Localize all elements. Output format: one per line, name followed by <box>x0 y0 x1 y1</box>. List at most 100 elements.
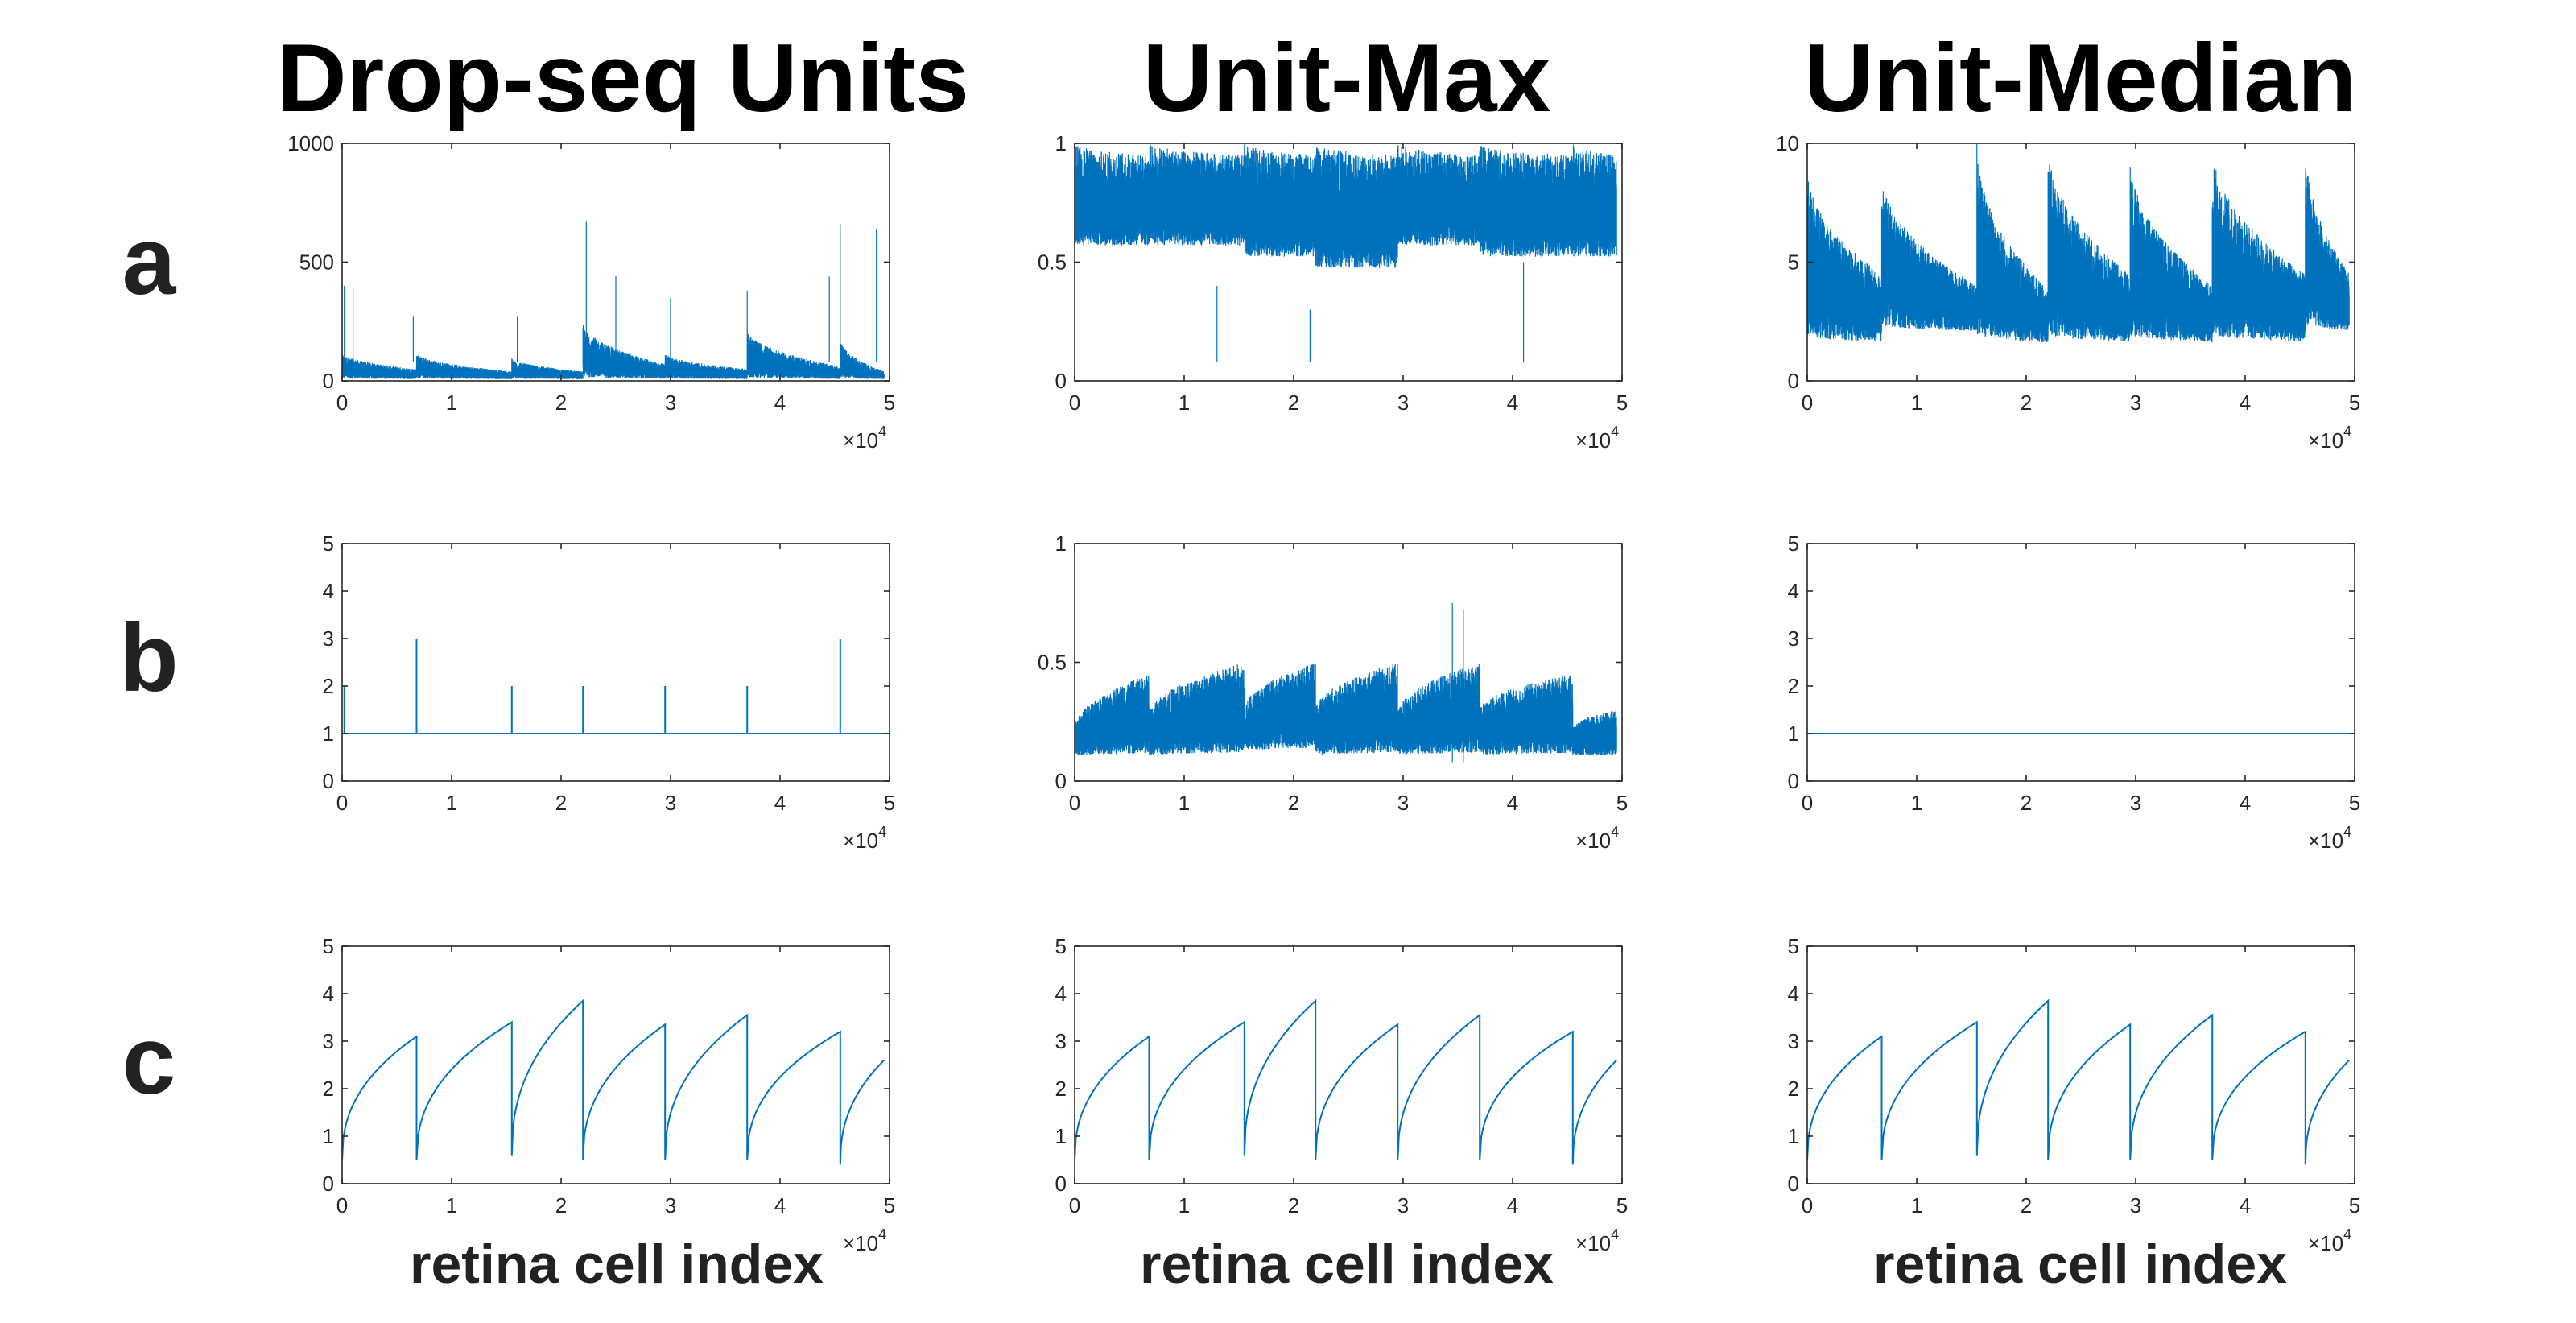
panel-b-unit-median-axes <box>1806 543 2355 782</box>
panel-c-unit-max-ytick-label: 4 <box>1055 982 1067 1006</box>
row-label-c: c <box>122 1007 176 1114</box>
panel-c-drop-seq-units-ytick-label: 3 <box>323 1029 334 1053</box>
panel-c-unit-max-ytick-label: 3 <box>1055 1029 1067 1053</box>
panel-b-unit-max-xtick-label: 4 <box>1507 791 1518 815</box>
panel-c-drop-seq-units-x-multiplier: ×104 <box>843 1226 886 1255</box>
panel-b-unit-median-ytick-label: 4 <box>1788 579 1799 603</box>
x-axis-label-col2: retina cell index <box>1140 1234 1554 1295</box>
panel-c-drop-seq-units-x-multiplier-exponent: 4 <box>878 1226 886 1242</box>
panel-a-drop-seq-units-x-multiplier: ×104 <box>843 424 886 453</box>
panel-a-unit-max-x-multiplier-exponent: 4 <box>1611 424 1619 440</box>
panel-c-unit-max-series <box>1075 998 1617 1165</box>
panel-b-unit-max-x-multiplier: ×104 <box>1575 824 1619 853</box>
panel-c-unit-max: 0 1 2 3 4 5 0 1 2 3 4 5 ×104 <box>1055 934 1629 1255</box>
panel-a-unit-max-ytick-label: 0 <box>1055 369 1067 393</box>
panel-c-drop-seq-units-ytick-label: 2 <box>323 1077 334 1101</box>
panel-b-unit-median-ytick-label: 5 <box>1788 531 1799 556</box>
panel-c-unit-median-axes <box>1806 945 2355 1184</box>
panel-b-unit-median-ytick-label: 1 <box>1788 721 1799 746</box>
panel-c-drop-seq-units-xtick-label: 2 <box>555 1193 567 1218</box>
panel-b-drop-seq-units-ytick-label: 4 <box>323 579 334 603</box>
panel-b-unit-max-xtick-label: 1 <box>1179 791 1190 815</box>
panel-b-unit-median-xtick-label: 1 <box>1911 791 1922 815</box>
panel-a-drop-seq-units-ytick-label: 0 <box>323 369 334 393</box>
panel-c-unit-median-xtick-label: 5 <box>2349 1193 2360 1218</box>
panel-c-drop-seq-units-ytick-label: 1 <box>323 1124 334 1148</box>
panel-b-unit-median-xtick-label: 5 <box>2349 791 2360 815</box>
panel-b-unit-max-xtick-label: 2 <box>1288 791 1299 815</box>
panel-c-unit-median: 0 1 2 3 4 5 0 1 2 3 4 5 ×104 <box>1788 934 2361 1255</box>
column-title-unit-median: Unit-Median <box>1804 24 2357 132</box>
panel-a-unit-max-ytick-label: 0.5 <box>1038 250 1067 275</box>
column-title-drop-seq-units: Drop-seq Units <box>277 24 969 132</box>
panel-c-unit-median-ytick-label: 3 <box>1788 1029 1799 1053</box>
panel-c-unit-median-xtick-label: 4 <box>2240 1193 2251 1218</box>
panel-b-drop-seq-units-xtick-label: 4 <box>774 791 786 815</box>
panel-c-unit-max-ytick-label: 2 <box>1055 1077 1067 1101</box>
x-axis-label-col3: retina cell index <box>1873 1234 2287 1295</box>
panel-c-drop-seq-units-xtick-label: 0 <box>336 1193 348 1218</box>
panel-b-drop-seq-units-xtick-label: 5 <box>884 791 895 815</box>
panel-b-drop-seq-units: 0 1 2 3 4 5 0 1 2 3 4 5 ×104 <box>323 531 896 853</box>
x-axis-label-col1: retina cell index <box>410 1234 824 1295</box>
panel-c-drop-seq-units: 0 1 2 3 4 5 0 1 2 3 4 5 ×104 <box>323 934 896 1255</box>
panel-a-drop-seq-units-ytick-label: 1000 <box>287 131 334 155</box>
panel-a-drop-seq-units-ytick-label: 500 <box>299 250 334 275</box>
panel-a-unit-median: 0 1 2 3 4 5 0 5 10 ×104 <box>1776 131 2360 453</box>
panel-a-drop-seq-units-series <box>342 221 885 379</box>
panel-a-unit-median-x-multiplier: ×104 <box>2308 424 2351 453</box>
panel-b-drop-seq-units-x-multiplier-exponent: 4 <box>878 824 886 840</box>
panel-c-unit-median-xtick-label: 0 <box>1802 1193 1813 1218</box>
panel-c-drop-seq-units-ytick-label: 0 <box>323 1172 334 1196</box>
panel-b-unit-max-x-multiplier-exponent: 4 <box>1611 824 1619 840</box>
panel-a-unit-median-xtick-label: 2 <box>2021 391 2032 415</box>
panel-c-drop-seq-units-xtick-label: 3 <box>665 1193 676 1218</box>
panel-b-unit-max-ytick-label: 0.5 <box>1038 651 1067 675</box>
panel-a-unit-max-xtick-label: 0 <box>1069 391 1080 415</box>
panel-b-drop-seq-units-xtick-label: 1 <box>446 791 457 815</box>
panel-c-unit-max-x-multiplier-exponent: 4 <box>1611 1226 1619 1242</box>
panel-b-unit-max-xtick-label: 3 <box>1397 791 1409 815</box>
panel-a-unit-median-ytick-label: 10 <box>1776 131 1799 155</box>
panel-b-drop-seq-units-ytick-label: 1 <box>323 721 334 746</box>
panel-c-unit-median-ytick-label: 5 <box>1788 934 1799 958</box>
panel-c-unit-max-xtick-label: 3 <box>1397 1193 1409 1218</box>
panel-a-drop-seq-units-xtick-label: 1 <box>446 391 457 415</box>
panel-c-drop-seq-units-ytick-label: 5 <box>323 934 334 958</box>
panel-b-unit-median-x-multiplier: ×104 <box>2308 824 2351 853</box>
panel-b-unit-max: 0 1 2 3 4 5 0 0.5 1 ×104 <box>1038 531 1628 853</box>
panel-c-unit-median-ytick-label: 4 <box>1788 982 1799 1006</box>
panel-a-unit-max-ytick-label: 1 <box>1055 131 1067 155</box>
panel-b-unit-max-ytick-label: 0 <box>1055 769 1067 793</box>
row-label-a: a <box>122 207 177 315</box>
panel-a-unit-median-series <box>1807 144 2350 342</box>
panel-b-unit-median-xtick-label: 4 <box>2240 791 2251 815</box>
panel-a-unit-max-xtick-label: 2 <box>1288 391 1299 415</box>
panel-b-drop-seq-units-xtick-label: 2 <box>555 791 567 815</box>
panel-c-unit-max-x-multiplier: ×104 <box>1575 1226 1619 1255</box>
panel-a-unit-median-xtick-label: 4 <box>2240 391 2251 415</box>
panel-c-unit-max-xtick-label: 0 <box>1069 1193 1080 1218</box>
panel-b-drop-seq-units-x-multiplier: ×104 <box>843 824 886 853</box>
panel-a-drop-seq-units-xtick-label: 5 <box>884 391 895 415</box>
panel-b-unit-median-xtick-label: 3 <box>2130 791 2141 815</box>
panel-a-drop-seq-units-xtick-label: 2 <box>555 391 567 415</box>
panel-a-unit-max-xtick-label: 5 <box>1616 391 1628 415</box>
panel-b-unit-median-x-multiplier-exponent: 4 <box>2343 824 2351 840</box>
panel-b-drop-seq-units-xtick-label: 0 <box>336 791 348 815</box>
panel-a-drop-seq-units-xtick-label: 0 <box>336 391 348 415</box>
panel-a-unit-max-xtick-label: 1 <box>1179 391 1190 415</box>
panel-a-unit-median-xtick-label: 3 <box>2130 391 2141 415</box>
panel-c-drop-seq-units-xtick-label: 5 <box>884 1193 895 1218</box>
panel-b-drop-seq-units-ytick-label: 0 <box>323 769 334 793</box>
panel-a-drop-seq-units-x-multiplier-exponent: 4 <box>878 424 886 440</box>
panel-a-unit-max-xtick-label: 3 <box>1397 391 1409 415</box>
panel-a-drop-seq-units-xtick-label: 3 <box>665 391 676 415</box>
panel-b-drop-seq-units-axes <box>341 543 890 782</box>
panel-b-unit-max-xtick-label: 0 <box>1069 791 1080 815</box>
panel-b-unit-max-ytick-label: 1 <box>1055 531 1067 556</box>
panel-c-drop-seq-units-series <box>342 998 885 1165</box>
panel-b-drop-seq-units-xtick-label: 3 <box>665 791 676 815</box>
panel-c-unit-median-xtick-label: 2 <box>2021 1193 2032 1218</box>
